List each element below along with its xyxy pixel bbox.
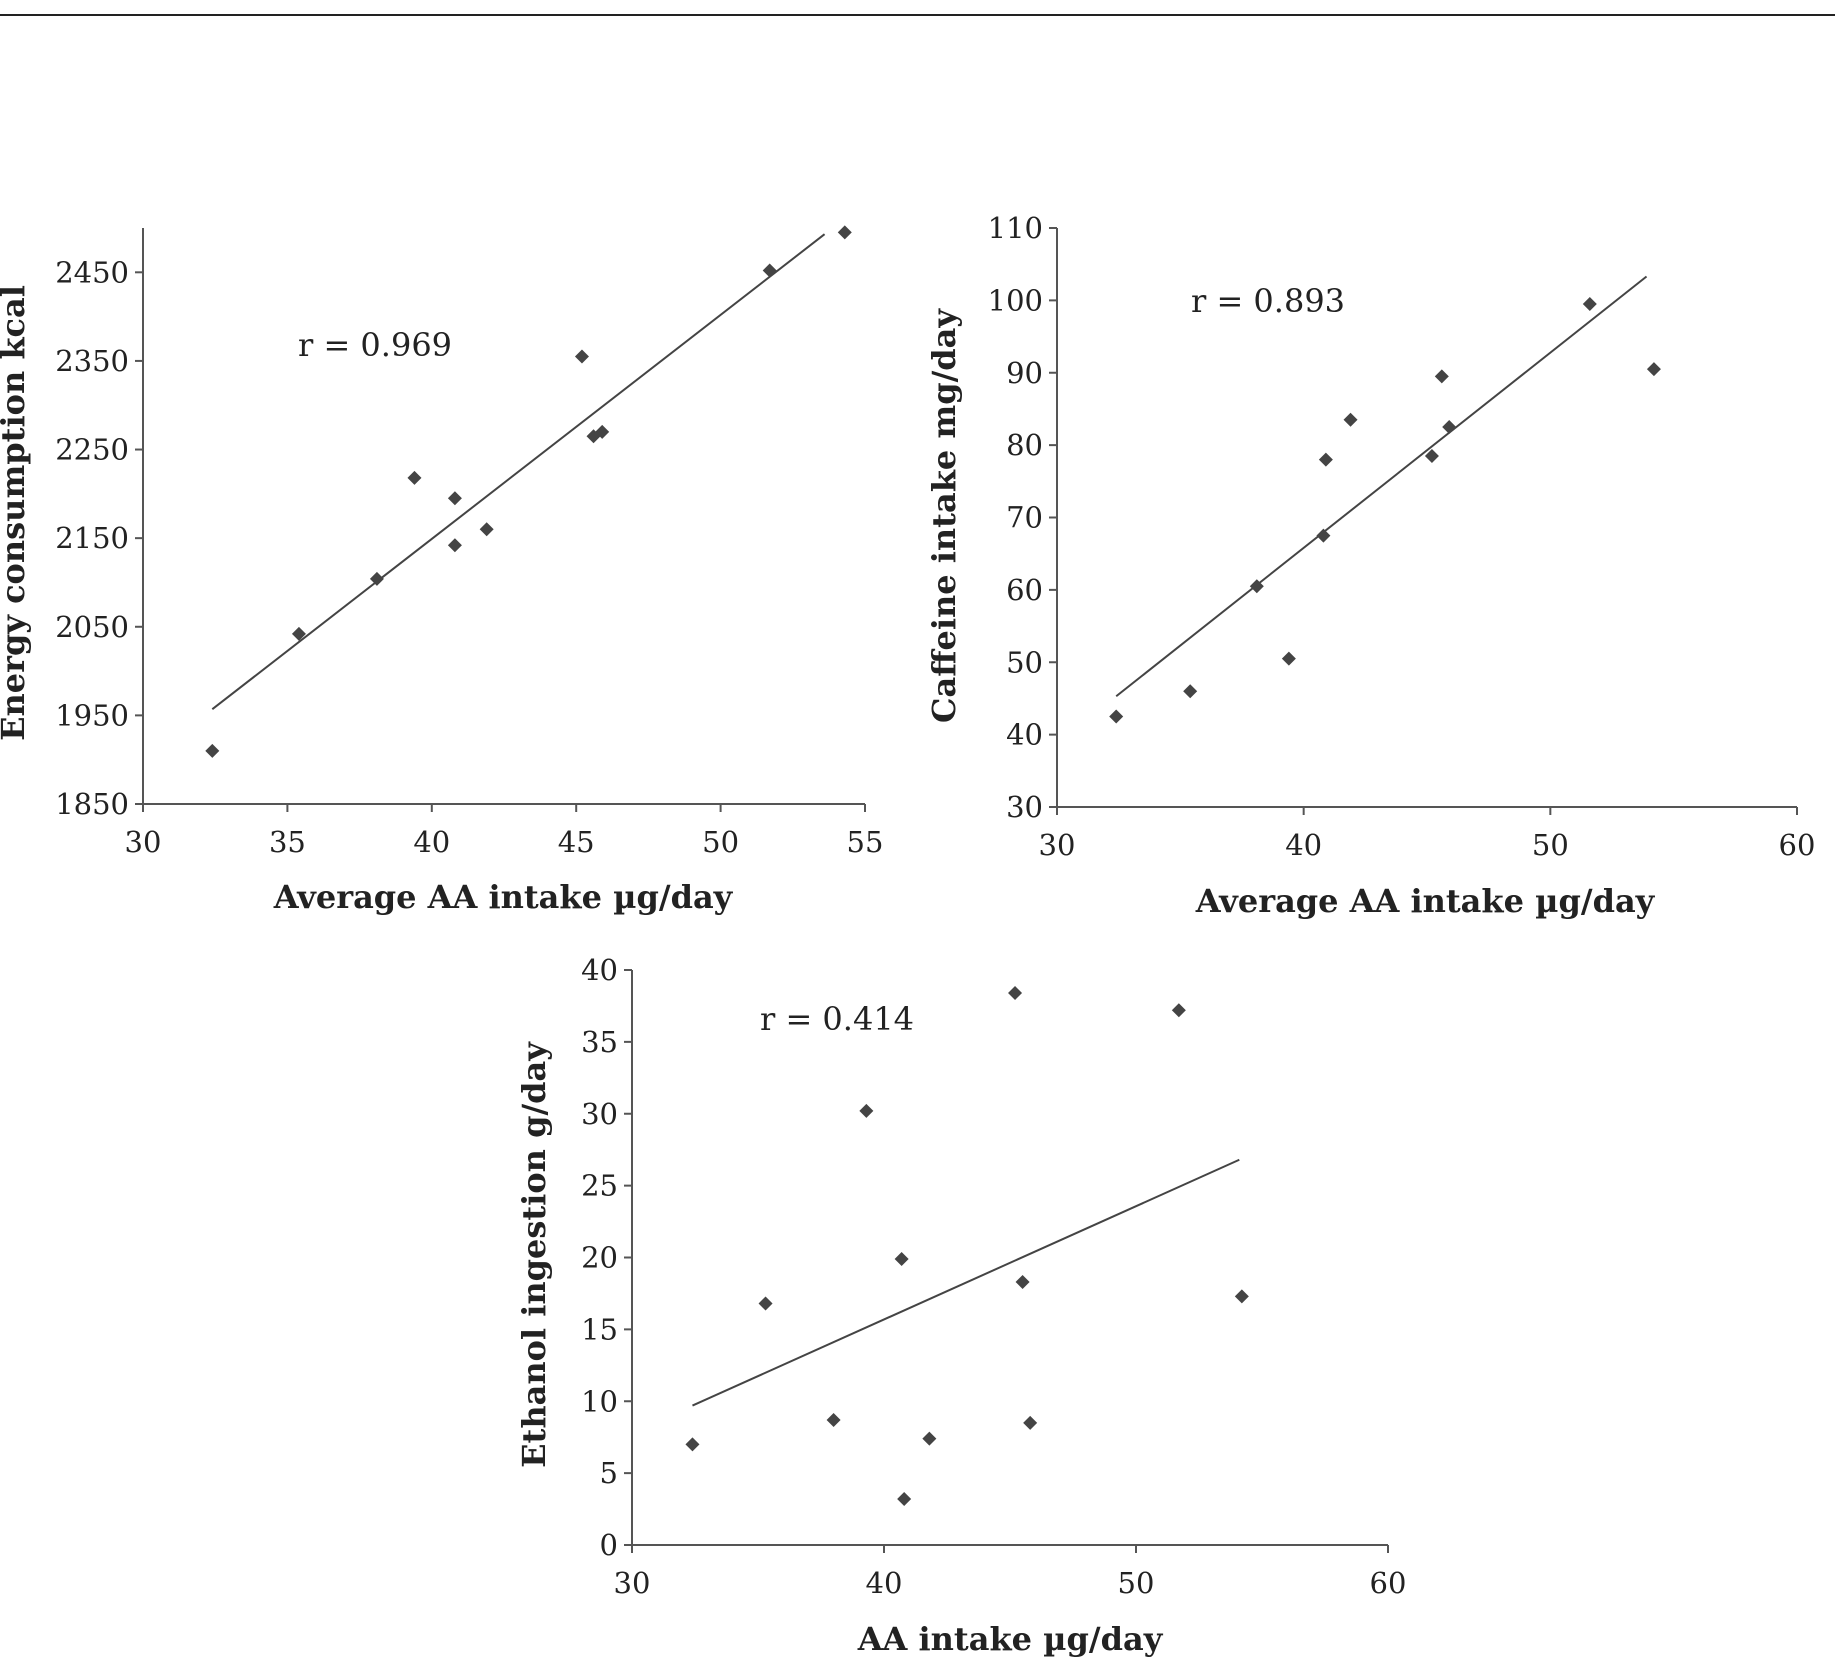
chart-ethanol-y-tick-label: 5 bbox=[600, 1456, 618, 1490]
chart-ethanol-x-tick-label: 40 bbox=[866, 1566, 903, 1600]
chart-ethanol-y-tick-label: 25 bbox=[581, 1169, 618, 1203]
chart-energy-x-tick-label: 30 bbox=[125, 825, 162, 859]
caffeine-scatter-chart: r = 0.893 Average AA intake µg/day Caffe… bbox=[925, 211, 1815, 920]
chart-energy-data-point bbox=[205, 743, 220, 758]
chart-caffeine-y-tick-label: 50 bbox=[1006, 645, 1043, 679]
chart-energy-y-tick-label: 1850 bbox=[55, 787, 129, 821]
chart-ethanol-data-point bbox=[1008, 986, 1023, 1000]
chart-energy-y-tick-label: 2250 bbox=[55, 433, 129, 467]
chart-energy-data-point bbox=[595, 424, 610, 439]
chart-energy-data-point bbox=[574, 349, 589, 364]
ethanol-scatter-chart: r = 0.414 AA intake µg/day Ethanol inges… bbox=[515, 953, 1406, 1658]
chart-caffeine-y-tick-label: 70 bbox=[1006, 501, 1043, 535]
chart-caffeine-data-point bbox=[1582, 296, 1597, 311]
chart-caffeine-r-annotation: r = 0.893 bbox=[1191, 282, 1345, 320]
chart-caffeine-data-point bbox=[1343, 412, 1358, 427]
chart-energy-trend-line bbox=[211, 233, 826, 710]
chart-ethanol-y-tick-label: 10 bbox=[581, 1384, 618, 1418]
chart-energy-x-tick-label: 55 bbox=[847, 825, 884, 859]
chart-caffeine-data-point bbox=[1646, 362, 1661, 377]
chart-caffeine-data-point bbox=[1249, 579, 1264, 594]
chart-caffeine-x-tick-label: 30 bbox=[1039, 828, 1076, 862]
chart-ethanol-y-axis-title: Ethanol ingestion g/day bbox=[515, 1041, 553, 1468]
chart-caffeine-data-point bbox=[1318, 452, 1333, 467]
chart-ethanol-data-point bbox=[1171, 1003, 1186, 1018]
chart-caffeine-data-point bbox=[1434, 369, 1449, 384]
chart-caffeine-y-tick-label: 60 bbox=[1006, 573, 1043, 607]
chart-energy-data-point bbox=[407, 470, 422, 485]
chart-energy-x-tick-label: 40 bbox=[413, 825, 450, 859]
chart-caffeine-data-point bbox=[1281, 651, 1296, 666]
chart-ethanol-data-point bbox=[1023, 1415, 1038, 1430]
chart-ethanol-y-tick-label: 0 bbox=[600, 1528, 618, 1562]
chart-energy-data-point bbox=[291, 626, 306, 641]
chart-caffeine-x-tick-label: 60 bbox=[1779, 828, 1816, 862]
chart-caffeine-data-point bbox=[1424, 448, 1439, 463]
chart-caffeine-data-point bbox=[1109, 709, 1124, 724]
chart-energy-x-tick-label: 45 bbox=[558, 825, 595, 859]
chart-caffeine-data-point bbox=[1183, 684, 1198, 699]
chart-caffeine-y-axis-title: Caffeine intake mg/day bbox=[925, 308, 963, 723]
chart-caffeine-y-tick-label: 90 bbox=[1006, 356, 1043, 390]
chart-ethanol-data-point bbox=[758, 1296, 773, 1311]
chart-ethanol-data-point bbox=[826, 1412, 841, 1427]
chart-caffeine-trend-line bbox=[1115, 275, 1648, 698]
chart-energy-y-tick-label: 2150 bbox=[55, 521, 129, 555]
chart-ethanol-y-tick-label: 40 bbox=[581, 953, 618, 987]
chart-ethanol-data-point bbox=[897, 1492, 912, 1506]
chart-energy-data-point bbox=[479, 522, 494, 537]
energy-scatter-chart: r = 0.969 Average AA intake µg/day Energ… bbox=[0, 225, 883, 916]
chart-energy-data-point bbox=[369, 571, 384, 586]
chart-caffeine-y-tick-label: 40 bbox=[1006, 718, 1043, 752]
chart-caffeine-x-tick-label: 50 bbox=[1532, 828, 1569, 862]
chart-energy-y-tick-label: 2050 bbox=[55, 610, 129, 644]
chart-energy-y-tick-label: 2450 bbox=[55, 255, 129, 289]
chart-ethanol-y-tick-label: 20 bbox=[581, 1241, 618, 1275]
top-rule bbox=[0, 14, 1835, 16]
chart-ethanol-x-tick-label: 50 bbox=[1118, 1566, 1155, 1600]
chart-ethanol-r-annotation: r = 0.414 bbox=[760, 1000, 914, 1038]
chart-energy-x-tick-label: 35 bbox=[269, 825, 306, 859]
chart-caffeine-x-axis-title: Average AA intake µg/day bbox=[1195, 882, 1656, 920]
chart-energy-y-tick-label: 2350 bbox=[55, 344, 129, 378]
chart-ethanol-data-point bbox=[685, 1437, 700, 1452]
chart-caffeine-data-point bbox=[1442, 420, 1457, 435]
chart-ethanol-trend-line bbox=[692, 1158, 1240, 1407]
chart-energy-x-tick-label: 50 bbox=[702, 825, 739, 859]
chart-ethanol-data-point bbox=[1015, 1274, 1030, 1289]
chart-energy-data-point bbox=[447, 538, 462, 553]
chart-energy-y-tick-label: 1950 bbox=[55, 698, 129, 732]
chart-energy-x-axis-title: Average AA intake µg/day bbox=[273, 878, 734, 916]
chart-ethanol-y-tick-label: 15 bbox=[581, 1312, 618, 1346]
chart-ethanol-y-tick-label: 30 bbox=[581, 1097, 618, 1131]
chart-energy-data-point bbox=[447, 491, 462, 506]
chart-energy-y-axis-title: Energy consumption kcal bbox=[0, 285, 32, 741]
chart-ethanol-data-point bbox=[894, 1251, 909, 1266]
chart-caffeine-x-tick-label: 40 bbox=[1285, 828, 1322, 862]
chart-ethanol-x-tick-label: 30 bbox=[614, 1566, 651, 1600]
chart-ethanol-data-point bbox=[922, 1431, 937, 1446]
chart-energy-r-annotation: r = 0.969 bbox=[298, 326, 452, 364]
chart-caffeine-y-tick-label: 110 bbox=[988, 211, 1043, 245]
chart-ethanol-data-point bbox=[1234, 1289, 1249, 1304]
chart-caffeine-y-tick-label: 80 bbox=[1006, 428, 1043, 462]
chart-ethanol-x-tick-label: 60 bbox=[1370, 1566, 1407, 1600]
chart-ethanol-x-axis-title: AA intake µg/day bbox=[857, 1620, 1164, 1658]
chart-energy-data-point bbox=[762, 263, 777, 278]
chart-ethanol-y-tick-label: 35 bbox=[581, 1025, 618, 1059]
chart-caffeine-y-tick-label: 100 bbox=[988, 283, 1043, 317]
chart-energy-data-point bbox=[837, 225, 852, 240]
chart-caffeine-data-point bbox=[1316, 528, 1331, 543]
chart-caffeine-y-tick-label: 30 bbox=[1006, 790, 1043, 824]
chart-ethanol-data-point bbox=[859, 1103, 874, 1118]
